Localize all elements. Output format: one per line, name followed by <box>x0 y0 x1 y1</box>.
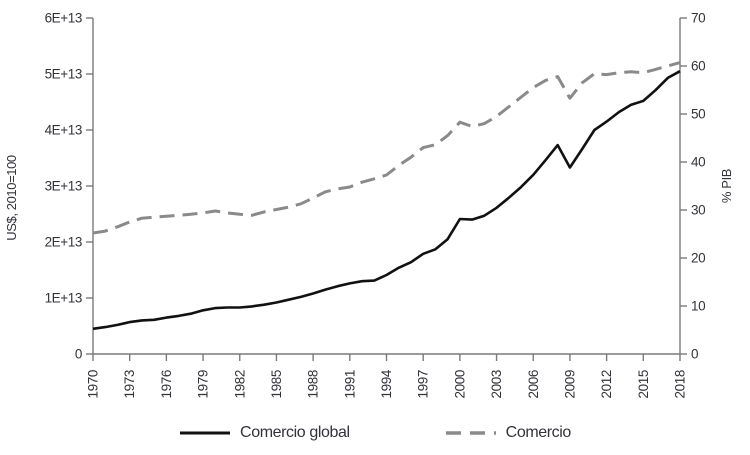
plot-svg: 0 1E+13 2E+13 3E+13 4E+13 5E+13 6E+13 0 10 20 30 40… <box>4 11 734 399</box>
x-tick-label: 1982 <box>232 370 247 398</box>
x-tick-label: 1991 <box>342 370 357 398</box>
legend-item-label: Comercio global <box>240 424 350 441</box>
series-line-comercio <box>92 61 681 235</box>
y-left-tick-label: 1E+13 <box>45 291 82 306</box>
solid-line-swatch-icon <box>180 431 231 435</box>
y-right-axis-title: % PIB <box>719 169 734 203</box>
y-right-tick-label: 60 <box>691 59 705 74</box>
x-tick-label: 1970 <box>86 370 101 398</box>
y-right-tick-label: 0 <box>691 347 698 362</box>
legend-item-comercio-global: Comercio global <box>179 424 350 442</box>
y-right-tick-label: 30 <box>691 203 705 218</box>
x-tick-label: 2018 <box>673 370 688 398</box>
x-tick-label: 1976 <box>159 370 174 398</box>
x-tick-label: 1973 <box>122 370 137 398</box>
y-right-tick-label: 70 <box>691 11 705 26</box>
y-left-tick-label: 2E+13 <box>45 235 82 250</box>
x-tick-label: 1997 <box>416 370 431 398</box>
x-tick-label: 1988 <box>306 370 321 398</box>
y-left-axis-title: US$, 2010=100 <box>4 155 19 241</box>
y-left-tick-label: 4E+13 <box>45 123 82 138</box>
x-tick-label: 2000 <box>452 370 467 398</box>
dashed-line-swatch-icon <box>445 431 496 435</box>
y-left-tick-label: 0 <box>75 347 82 362</box>
x-tick-label: 2003 <box>489 370 504 398</box>
legend-item-comercio: Comercio <box>445 424 571 442</box>
legend-item-label: Comercio <box>505 424 572 441</box>
y-left-tick-label: 3E+13 <box>45 179 82 194</box>
x-tick-label: 2012 <box>599 370 614 398</box>
x-tick-label: 1979 <box>196 370 211 398</box>
series-line-comercio-global <box>92 70 681 331</box>
y-right-tick-label: 10 <box>691 299 705 314</box>
x-tick-label: 1985 <box>269 370 284 398</box>
y-right-tick-label: 50 <box>691 107 705 122</box>
y-right-tick-label: 40 <box>691 155 705 170</box>
x-tick-label: 2009 <box>562 370 577 398</box>
legend: Comercio global Comercio <box>0 424 750 442</box>
y-right-tick-label: 20 <box>691 251 705 266</box>
x-tick-label: 2015 <box>636 370 651 398</box>
x-tick-label: 2006 <box>526 370 541 398</box>
x-tick-label: 1994 <box>379 369 394 398</box>
y-left-tick-label: 6E+13 <box>45 11 82 26</box>
y-left-tick-label: 5E+13 <box>45 67 82 82</box>
